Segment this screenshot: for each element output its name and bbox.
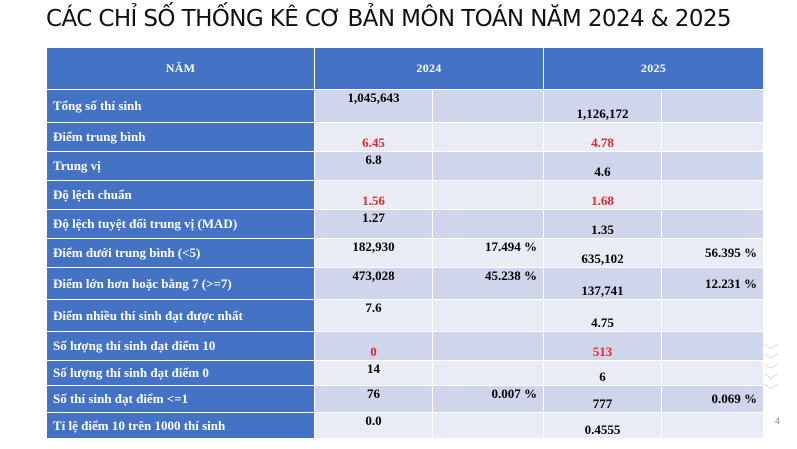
value-2025: 513	[543, 331, 662, 361]
page-number: 4	[775, 416, 781, 426]
value-2025: 777	[543, 385, 662, 413]
value-2024: 1,045,643	[314, 89, 433, 123]
header-2025: 2025	[543, 47, 764, 90]
table-row: Số thí sinh đạt điểm <=1 76 0.007 % 777 0.06…	[46, 385, 764, 413]
percent-2024: 0.007 %	[432, 385, 544, 413]
value-2024: 1.56	[314, 180, 433, 210]
percent-2025: 56.395 %	[661, 238, 764, 268]
table-header-row: NĂM 2024 2025	[46, 47, 764, 90]
value-2024: 6.45	[314, 122, 433, 152]
percent-2024	[432, 122, 544, 152]
percent-2025	[661, 412, 764, 439]
table-row: Điểm dưới trung bình (<5) 182,930 17.494 %…	[46, 238, 764, 268]
value-2024: 76	[314, 385, 433, 413]
percent-2025: 0.069 %	[661, 385, 764, 413]
row-label: Số lượng thí sinh đạt điểm 10	[46, 331, 315, 361]
row-label: Điểm nhiều thí sinh đạt được nhất	[46, 299, 315, 332]
percent-2024: 17.494 %	[432, 238, 544, 268]
value-2025: 0.4555	[543, 412, 662, 439]
percent-2024	[432, 180, 544, 210]
table-row: Độ lệch tuyệt đối trung vị (MAD) 1.27 1.35	[46, 209, 764, 239]
row-label: Tỉ lệ điểm 10 trên 1000 thí sinh	[46, 412, 315, 439]
table-row: Số lượng thí sinh đạt điểm 0 14 6	[46, 360, 764, 386]
percent-2024	[432, 412, 544, 439]
percent-2024	[432, 151, 544, 181]
value-2025: 137,741	[543, 267, 662, 300]
value-2024: 182,930	[314, 238, 433, 268]
row-label: Điểm lớn hơn hoặc bằng 7 (>=7)	[46, 267, 315, 300]
header-year: NĂM	[46, 47, 315, 90]
value-2024: 0	[314, 331, 433, 361]
table-row: Độ lệch chuẩn 1.56 1.68	[46, 180, 764, 210]
slide-title: CÁC CHỈ SỐ THỐNG KÊ CƠ BẢN MÔN TOÁN NĂM …	[46, 6, 732, 32]
row-label: Trung vị	[46, 151, 315, 181]
row-label: Số thí sinh đạt điểm <=1	[46, 385, 315, 413]
table-row: Điểm lớn hơn hoặc bằng 7 (>=7) 473,028 45.…	[46, 267, 764, 300]
percent-2024	[432, 209, 544, 239]
percent-2025	[661, 209, 764, 239]
table-body: Tổng số thí sinh 1,045,643 1,126,172 Điểm t…	[46, 89, 764, 439]
value-2024: 1.27	[314, 209, 433, 239]
value-2025: 4.78	[543, 122, 662, 152]
value-2025: 4.75	[543, 299, 662, 332]
value-2025: 4.6	[543, 151, 662, 181]
row-label: Tổng số thí sinh	[46, 89, 315, 123]
header-2024: 2024	[314, 47, 544, 90]
value-2024: 6.8	[314, 151, 433, 181]
value-2024: 7.6	[314, 299, 433, 332]
value-2024: 14	[314, 360, 433, 386]
value-2024: 0.0	[314, 412, 433, 439]
percent-2024: 45.238 %	[432, 267, 544, 300]
percent-2025	[661, 89, 764, 123]
value-2025: 635,102	[543, 238, 662, 268]
percent-2024	[432, 89, 544, 123]
row-label: Điểm dưới trung bình (<5)	[46, 238, 315, 268]
statistics-table: NĂM 2024 2025 Tổng số thí sinh 1,045,643 1…	[46, 47, 764, 439]
decorative-chevrons-icon	[763, 343, 779, 389]
value-2025: 1.35	[543, 209, 662, 239]
table-row: Trung vị 6.8 4.6	[46, 151, 764, 181]
row-label: Độ lệch chuẩn	[46, 180, 315, 210]
value-2024: 473,028	[314, 267, 433, 300]
percent-2025	[661, 122, 764, 152]
percent-2025	[661, 151, 764, 181]
table-row: Tổng số thí sinh 1,045,643 1,126,172	[46, 89, 764, 123]
percent-2024	[432, 299, 544, 332]
value-2025: 1.68	[543, 180, 662, 210]
value-2025: 6	[543, 360, 662, 386]
percent-2025	[661, 331, 764, 361]
value-2025: 1,126,172	[543, 89, 662, 123]
percent-2025	[661, 299, 764, 332]
percent-2024	[432, 360, 544, 386]
row-label: Độ lệch tuyệt đối trung vị (MAD)	[46, 209, 315, 239]
row-label: Điểm trung bình	[46, 122, 315, 152]
table-row: Điểm nhiều thí sinh đạt được nhất 7.6 4.75	[46, 299, 764, 332]
percent-2025	[661, 360, 764, 386]
table-row: Tỉ lệ điểm 10 trên 1000 thí sinh 0.0 0.455…	[46, 412, 764, 439]
percent-2025: 12.231 %	[661, 267, 764, 300]
table-row: Số lượng thí sinh đạt điểm 10 0 513	[46, 331, 764, 361]
percent-2024	[432, 331, 544, 361]
row-label: Số lượng thí sinh đạt điểm 0	[46, 360, 315, 386]
percent-2025	[661, 180, 764, 210]
table-row: Điểm trung bình 6.45 4.78	[46, 122, 764, 152]
